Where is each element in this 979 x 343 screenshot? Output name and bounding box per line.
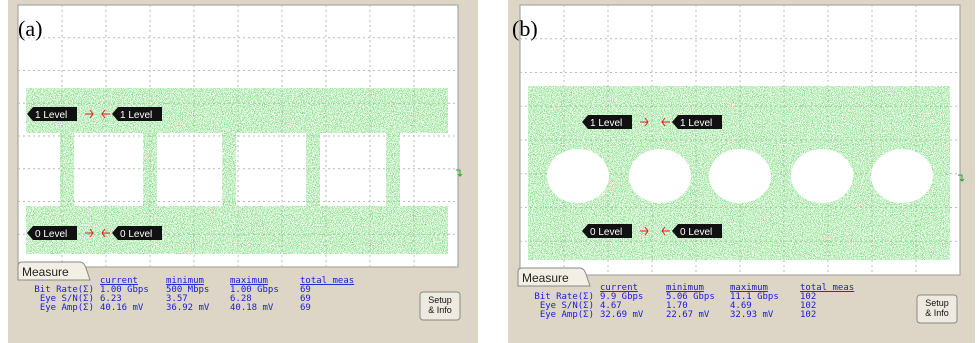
eye-opening <box>709 149 771 203</box>
band <box>26 88 448 133</box>
button-label: Setup <box>428 295 452 305</box>
measure-value: 36.92 mV <box>166 303 210 313</box>
panel-label: (a) <box>18 16 42 41</box>
measure-value: 102 <box>800 310 816 320</box>
transition <box>143 128 157 210</box>
button-label: & Info <box>428 305 452 315</box>
row-label: Eye Amp(Σ) <box>40 303 94 313</box>
level-label: 1 Level <box>590 118 622 129</box>
measure-tab-label: Measure <box>522 271 569 285</box>
level-label: 0 Level <box>590 227 622 238</box>
button-label: & Info <box>925 308 949 318</box>
band <box>26 206 448 254</box>
transition <box>386 128 400 210</box>
measure-value: 22.67 mV <box>666 310 710 320</box>
measure-value: 40.16 mV <box>100 303 144 313</box>
measure-tab-label: Measure <box>22 265 69 279</box>
level-label: 1 Level <box>35 110 67 121</box>
eye-opening <box>629 149 691 203</box>
measure-value: 69 <box>300 303 311 313</box>
measure-value: 32.69 mV <box>600 310 644 320</box>
panel-label: (b) <box>512 16 538 41</box>
transition <box>222 128 236 210</box>
eye-opening <box>871 149 933 203</box>
level-label: 0 Level <box>120 229 152 240</box>
eye-opening <box>791 149 853 203</box>
eye-opening <box>547 149 609 203</box>
level-label: 0 Level <box>680 227 712 238</box>
figure: 1 Level1 Level0 Level0 LevelMeasurecurre… <box>0 0 979 343</box>
measure-value: 32.93 mV <box>730 310 774 320</box>
transition <box>60 128 74 210</box>
measure-value: 40.18 mV <box>230 303 274 313</box>
level-label: 1 Level <box>680 118 712 129</box>
button-label: Setup <box>925 298 949 308</box>
row-label: Eye Amp(Σ) <box>540 310 594 320</box>
level-label: 1 Level <box>120 110 152 121</box>
level-label: 0 Level <box>35 229 67 240</box>
transition <box>306 128 320 210</box>
